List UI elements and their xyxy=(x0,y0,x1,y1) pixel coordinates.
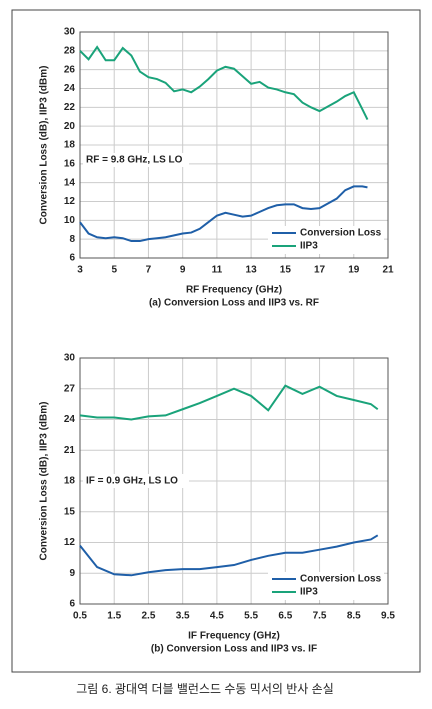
y-tick-label: 14 xyxy=(64,177,76,188)
x-axis-label: IF Frequency (GHz) xyxy=(188,631,280,642)
y-tick-label: 9 xyxy=(69,568,75,579)
y-tick-label: 10 xyxy=(64,215,76,226)
series-line xyxy=(79,534,379,577)
y-tick-label: 24 xyxy=(64,414,76,425)
subtitle: (a) Conversion Loss and IIP3 vs. RF xyxy=(149,298,319,309)
x-tick-label: 17 xyxy=(314,265,326,276)
y-tick-label: 8 xyxy=(69,234,75,245)
x-tick-label: 11 xyxy=(212,265,223,276)
series-line xyxy=(79,45,369,121)
y-tick-label: 22 xyxy=(64,102,76,113)
x-tick-label: 4.5 xyxy=(210,611,224,622)
x-tick-label: 0.5 xyxy=(73,611,87,622)
y-tick-label: 15 xyxy=(64,506,76,517)
caption: 그림 6. 광대역 더블 밸런스드 수동 믹서의 반사 손실 xyxy=(76,682,333,696)
y-tick-label: 27 xyxy=(64,383,76,394)
y-tick-label: 28 xyxy=(64,45,76,56)
x-tick-label: 19 xyxy=(348,265,360,276)
y-tick-label: 26 xyxy=(64,64,76,75)
y-tick-label: 6 xyxy=(69,599,75,610)
x-tick-label: 7 xyxy=(146,265,152,276)
x-tick-label: 5 xyxy=(111,265,117,276)
y-tick-label: 21 xyxy=(64,445,76,456)
y-tick-label: 6 xyxy=(69,253,75,264)
x-tick-label: 9 xyxy=(180,265,186,276)
y-tick-label: 20 xyxy=(64,121,76,132)
y-axis-label: Conversion Loss (dB), IIP3 (dBm) xyxy=(39,402,50,561)
x-tick-label: 6.5 xyxy=(278,611,292,622)
y-tick-label: 18 xyxy=(64,476,76,487)
legend-bg xyxy=(268,572,384,600)
x-axis-label: RF Frequency (GHz) xyxy=(186,285,282,296)
y-tick-label: 30 xyxy=(64,353,76,364)
y-tick-label: 16 xyxy=(64,158,76,169)
y-tick-label: 18 xyxy=(64,140,76,151)
plot-border xyxy=(79,357,389,605)
x-tick-label: 9.5 xyxy=(381,611,395,622)
frame xyxy=(11,9,421,673)
x-tick-label: 3 xyxy=(77,265,83,276)
series-line xyxy=(79,185,368,243)
x-tick-label: 1.5 xyxy=(107,611,121,622)
plot-border xyxy=(79,31,389,259)
legend-label: IIP3 xyxy=(300,587,318,598)
x-tick-label: 5.5 xyxy=(244,611,258,622)
y-tick-label: 30 xyxy=(64,27,76,38)
legend-label: Conversion Loss xyxy=(300,228,382,239)
x-tick-label: 21 xyxy=(382,265,394,276)
legend-bg xyxy=(268,226,384,254)
annotation: IF = 0.9 GHz, LS LO xyxy=(86,476,178,487)
x-tick-label: 15 xyxy=(280,265,292,276)
y-axis-label: Conversion Loss (dB), IIP3 (dBm) xyxy=(39,66,50,225)
legend-label: Conversion Loss xyxy=(300,574,382,585)
x-tick-label: 7.5 xyxy=(313,611,327,622)
x-tick-label: 3.5 xyxy=(176,611,190,622)
annotation-bg xyxy=(83,153,189,167)
y-tick-label: 24 xyxy=(64,83,76,94)
x-tick-label: 8.5 xyxy=(347,611,361,622)
x-tick-label: 13 xyxy=(246,265,258,276)
annotation-bg xyxy=(83,474,189,488)
x-tick-label: 2.5 xyxy=(141,611,155,622)
y-tick-label: 12 xyxy=(64,196,76,207)
annotation: RF = 9.8 GHz, LS LO xyxy=(86,155,183,166)
series-line xyxy=(79,384,379,421)
legend-label: IIP3 xyxy=(300,241,318,252)
subtitle: (b) Conversion Loss and IIP3 vs. IF xyxy=(151,644,317,655)
y-tick-label: 12 xyxy=(64,537,76,548)
